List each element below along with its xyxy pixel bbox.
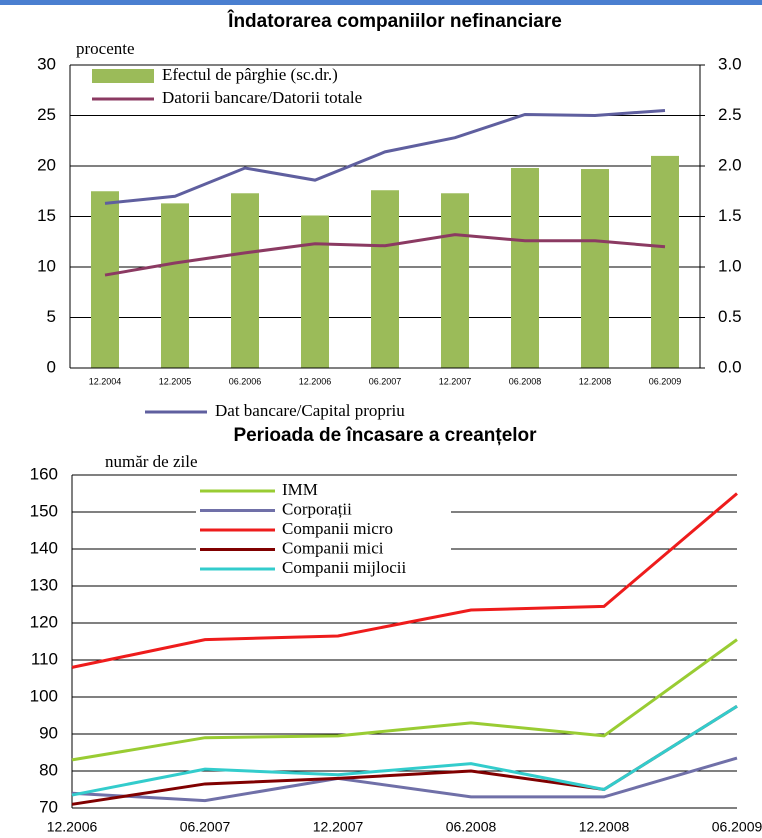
legend-bg <box>88 67 408 85</box>
x-tick-label: 12.2008 <box>579 819 630 835</box>
legend-bg <box>196 560 451 578</box>
x-tick-label: 12.2008 <box>579 376 612 386</box>
y-tick-label: 130 <box>30 575 58 594</box>
chart-title: Perioada de încasare a creanțelor <box>233 425 537 446</box>
legend-label: Companii mici <box>282 538 384 557</box>
legend-bg <box>196 501 451 520</box>
top-bar <box>0 0 762 5</box>
legend-label: Corporații <box>282 499 352 518</box>
legend-bg <box>196 482 451 500</box>
bar <box>441 193 469 368</box>
y-tick-label: 140 <box>30 538 58 557</box>
line-series <box>71 704 738 797</box>
x-tick-label: 12.2006 <box>299 376 332 386</box>
x-tick-label: 06.2007 <box>180 819 231 835</box>
y2-tick-label: 3.0 <box>718 54 742 73</box>
y2-tick-label: 1.0 <box>718 256 742 275</box>
bar <box>371 190 399 368</box>
y-tick-label: 30 <box>37 54 56 73</box>
y-tick-label: 15 <box>37 206 56 225</box>
x-tick-label: 12.2005 <box>159 376 192 386</box>
y2-tick-label: 2.5 <box>718 105 742 124</box>
line-series <box>71 704 738 806</box>
chart-title: Îndatorarea companiilor nefinanciare <box>227 10 562 32</box>
x-tick-label: 06.2009 <box>649 376 682 386</box>
legend-bg <box>88 90 408 108</box>
y-tick-label: 90 <box>39 723 58 742</box>
bar <box>91 191 119 368</box>
y-tick-label: 70 <box>39 797 58 816</box>
legend-label: Datorii bancare/Datorii totale <box>162 88 362 107</box>
y-tick-label: 160 <box>30 464 58 483</box>
bar <box>161 203 189 368</box>
bar <box>581 169 609 368</box>
legend-label: Companii micro <box>282 519 393 538</box>
y-tick-label: 20 <box>37 155 56 174</box>
y2-tick-label: 1.5 <box>718 206 742 225</box>
bar <box>651 155 679 368</box>
x-tick-label: 06.2007 <box>369 376 402 386</box>
y2-tick-label: 0.5 <box>718 307 742 326</box>
bar <box>231 193 259 368</box>
y-tick-label: 110 <box>31 649 58 668</box>
line-series <box>71 638 738 762</box>
legend-bg <box>196 521 451 539</box>
legend-label: Companii mijlocii <box>282 558 406 577</box>
legend-label: Efectul de pârghie (sc.dr.) <box>162 65 338 84</box>
line-series <box>104 108 666 205</box>
y-tick-label: 25 <box>37 105 56 124</box>
legend-label: Dat bancare/Capital propriu <box>215 401 405 420</box>
x-tick-label: 06.2006 <box>229 376 262 386</box>
x-tick-label: 06.2008 <box>446 819 497 835</box>
legend-label: IMM <box>282 480 318 499</box>
x-tick-label: 12.2004 <box>89 376 122 386</box>
y-tick-label: 100 <box>30 686 58 705</box>
line-series <box>71 756 738 803</box>
line-series <box>104 233 666 277</box>
y-tick-label: 10 <box>37 256 56 275</box>
y2-tick-label: 2.0 <box>718 155 742 174</box>
bar <box>511 168 539 368</box>
legend-bg <box>196 540 451 559</box>
x-tick-label: 06.2008 <box>509 376 542 386</box>
y-tick-label: 0 <box>47 357 56 376</box>
y-tick-label: 5 <box>47 307 56 326</box>
y-tick-label: 150 <box>30 501 58 520</box>
y-axis-label: număr de zile <box>105 452 198 471</box>
x-tick-label: 12.2007 <box>313 819 364 835</box>
legend-swatch <box>92 69 154 83</box>
x-tick-label: 06.2009 <box>712 819 762 835</box>
y2-tick-label: 0.0 <box>718 357 742 376</box>
y-axis-label: procente <box>76 39 135 58</box>
y-tick-label: 120 <box>30 612 58 631</box>
x-tick-label: 12.2007 <box>439 376 472 386</box>
x-tick-label: 12.2006 <box>47 819 98 835</box>
bar <box>301 215 329 368</box>
y-tick-label: 80 <box>39 760 58 779</box>
line-series <box>71 492 738 669</box>
